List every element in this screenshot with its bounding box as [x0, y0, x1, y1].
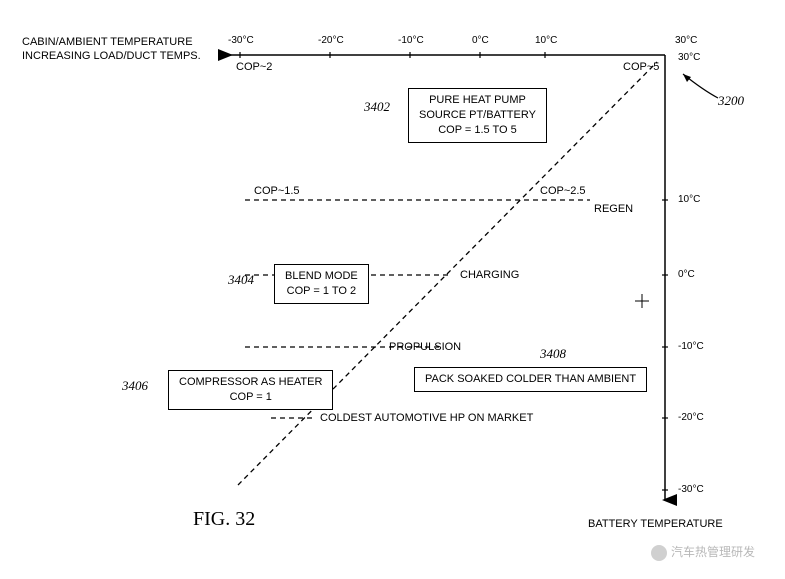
- x-cop-left: COP~2: [236, 61, 272, 73]
- ref-3402: 3402: [364, 99, 390, 115]
- y-tick-3: -10°C: [678, 341, 704, 352]
- y-tick-4: -20°C: [678, 412, 704, 423]
- x-axis-label-line2: INCREASING LOAD/DUCT TEMPS.: [22, 50, 201, 62]
- box-3406-line1: COMPRESSOR AS HEATER: [179, 375, 322, 390]
- figure-title: FIG. 32: [193, 508, 255, 531]
- box-3406-line2: COP = 1: [179, 390, 322, 405]
- charging-label: CHARGING: [460, 269, 519, 281]
- watermark: 汽车热管理研发: [651, 543, 755, 561]
- y-tick-1: 10°C: [678, 194, 700, 205]
- cop-1p5-label: COP~1.5: [254, 185, 300, 197]
- figure-container: -30°C -20°C -10°C 0°C 10°C 30°C COP~2 CO…: [0, 0, 785, 579]
- y-axis-label: BATTERY TEMPERATURE: [588, 518, 723, 530]
- box-3404-line1: BLEND MODE: [285, 269, 358, 284]
- box-3408: PACK SOAKED COLDER THAN AMBIENT: [414, 367, 647, 392]
- watermark-icon: [651, 545, 667, 561]
- ref-3406: 3406: [122, 378, 148, 394]
- x-axis-label-line1: CABIN/AMBIENT TEMPERATURE: [22, 36, 193, 48]
- box-3402-line1: PURE HEAT PUMP: [419, 93, 536, 108]
- ref-3408: 3408: [540, 346, 566, 362]
- coldest-hp-label: COLDEST AUTOMOTIVE HP ON MARKET: [320, 412, 533, 424]
- ref-3200: 3200: [718, 93, 744, 109]
- y-tick-5: -30°C: [678, 484, 704, 495]
- box-3402: PURE HEAT PUMP SOURCE PT/BATTERY COP = 1…: [408, 88, 547, 143]
- box-3402-line3: COP = 1.5 TO 5: [419, 123, 536, 138]
- x-tick-2: -10°C: [398, 35, 424, 46]
- x-tick-1: -20°C: [318, 35, 344, 46]
- y-tick-2: 0°C: [678, 269, 695, 280]
- watermark-text: 汽车热管理研发: [671, 545, 755, 559]
- box-3406: COMPRESSOR AS HEATER COP = 1: [168, 370, 333, 410]
- x-tick-3: 0°C: [472, 35, 489, 46]
- x-tick-0: -30°C: [228, 35, 254, 46]
- box-3404: BLEND MODE COP = 1 TO 2: [274, 264, 369, 304]
- propulsion-label: PROPULSION: [389, 341, 461, 353]
- x-tick-4: 10°C: [535, 35, 557, 46]
- box-3404-line2: COP = 1 TO 2: [285, 284, 358, 299]
- regen-label: REGEN: [594, 203, 633, 215]
- cop-2p5-label: COP~2.5: [540, 185, 586, 197]
- x-cop-right: COP~5: [623, 61, 659, 73]
- box-3408-line1: PACK SOAKED COLDER THAN AMBIENT: [425, 372, 636, 387]
- diagram-svg: [0, 0, 785, 579]
- box-3402-line2: SOURCE PT/BATTERY: [419, 108, 536, 123]
- y-tick-0: 30°C: [678, 52, 700, 63]
- x-tick-5: 30°C: [675, 35, 697, 46]
- ref-3404: 3404: [228, 272, 254, 288]
